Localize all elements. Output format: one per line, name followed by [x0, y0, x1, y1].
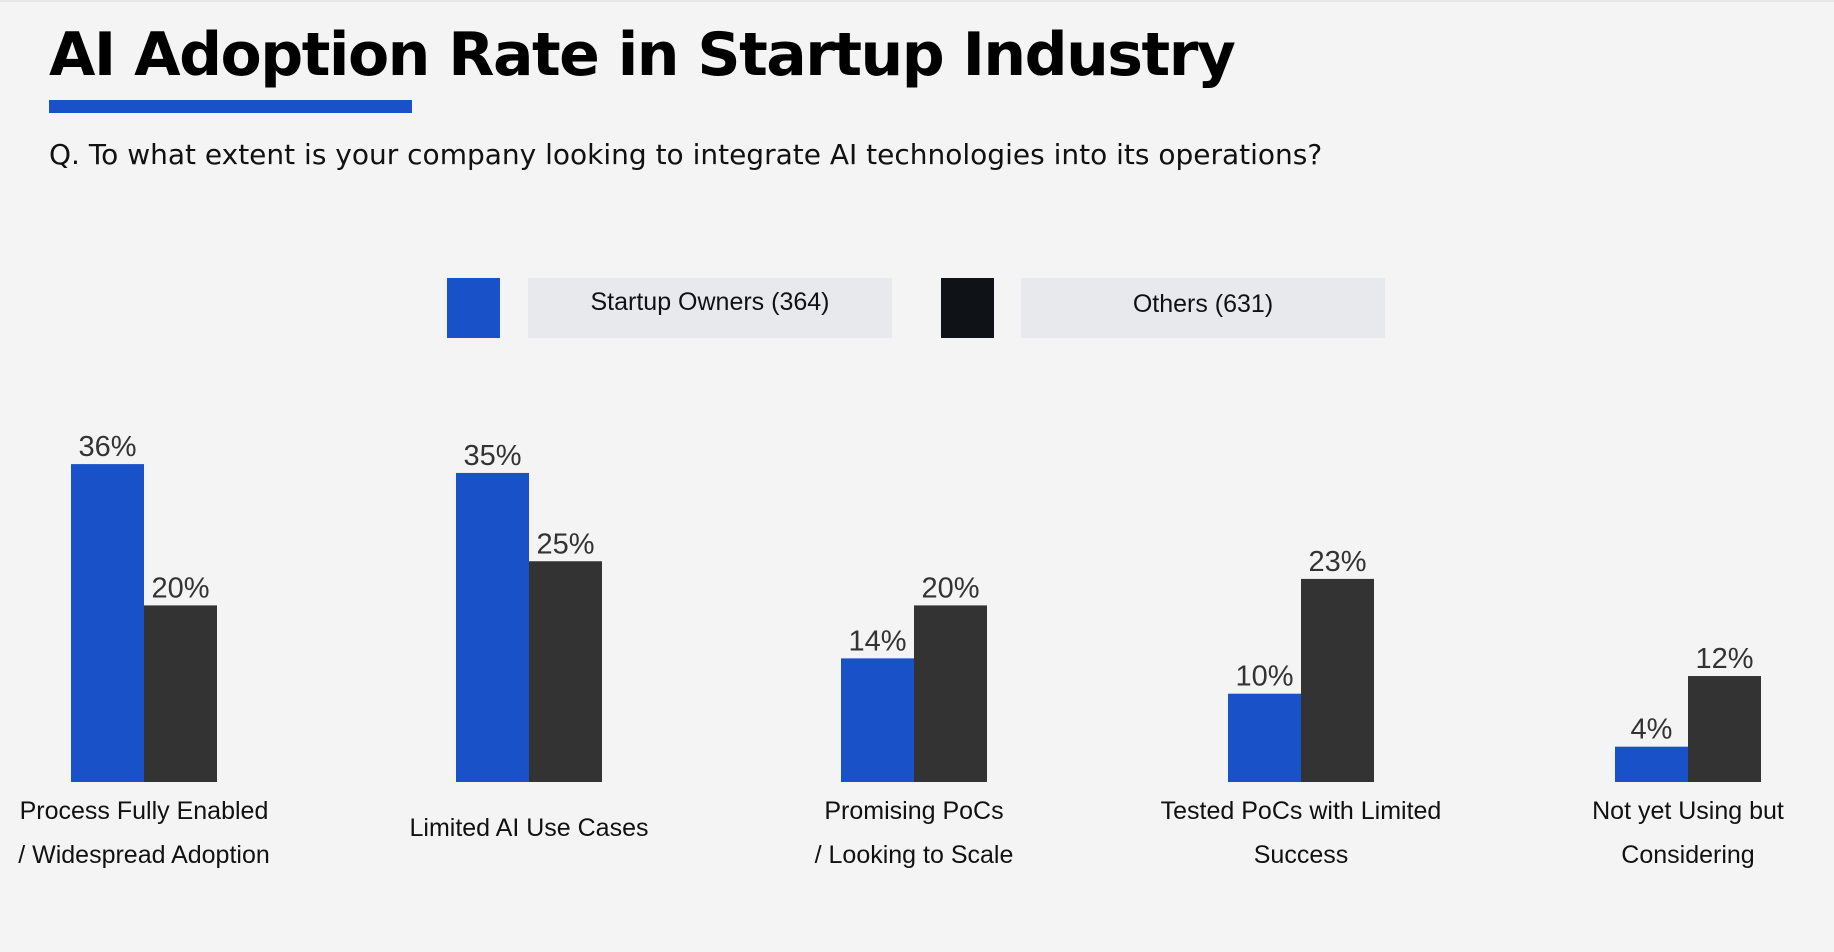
data-label: 35% — [463, 440, 521, 472]
data-label: 20% — [151, 572, 209, 604]
bar-others-3 — [1301, 578, 1374, 782]
data-label: 12% — [1695, 643, 1753, 675]
bar-startup-owners-0 — [71, 464, 144, 782]
data-label: 20% — [921, 572, 979, 604]
bar-others-4 — [1688, 676, 1761, 782]
category-label-line: / Looking to Scale — [814, 841, 1014, 869]
bar-others-0 — [144, 605, 217, 782]
legend-label-startup-owners: Startup Owners (364) — [528, 278, 892, 338]
bar-others-1 — [529, 561, 602, 782]
category-label-line: Success — [1253, 841, 1349, 869]
chart-subtitle: Q. To what extent is your company lookin… — [49, 138, 1323, 171]
category-label-line: Limited AI Use Cases — [409, 814, 649, 842]
category-label: Promising PoCs / Looking to Scale — [754, 789, 1074, 877]
data-label: 36% — [78, 431, 136, 463]
category-label-line: Not yet Using but — [1592, 797, 1784, 825]
category-label: Limited AI Use Cases — [369, 806, 689, 850]
category-label: Process Fully Enabled / Widespread Adopti… — [0, 789, 304, 877]
data-label: 25% — [536, 528, 594, 560]
bar-startup-owners-3 — [1228, 693, 1301, 782]
legend-swatch-others — [941, 278, 994, 338]
bar-startup-owners-1 — [456, 472, 529, 782]
chart-title: AI Adoption Rate in Startup Industry — [49, 20, 1236, 90]
legend-label-others: Others (631) — [1021, 278, 1385, 338]
category-label-line: Tested PoCs with Limited — [1160, 797, 1442, 825]
data-label: 23% — [1308, 546, 1366, 578]
category-label-line: Process Fully Enabled — [19, 797, 269, 825]
data-label: 4% — [1631, 714, 1673, 746]
category-label: Tested PoCs with Limited Success — [1141, 789, 1461, 877]
category-label-line: Promising PoCs — [824, 797, 1004, 825]
category-label-line: / Widespread Adoption — [18, 841, 270, 869]
data-label: 14% — [848, 625, 906, 657]
category-label-line: Considering — [1621, 841, 1755, 869]
legend-swatch-startup-owners — [447, 278, 500, 338]
bar-others-2 — [914, 605, 987, 782]
data-label: 10% — [1235, 661, 1293, 693]
bar-startup-owners-4 — [1615, 746, 1688, 782]
category-label: Not yet Using but Considering — [1528, 789, 1834, 877]
bar-startup-owners-2 — [841, 658, 914, 782]
title-underline — [49, 100, 412, 113]
